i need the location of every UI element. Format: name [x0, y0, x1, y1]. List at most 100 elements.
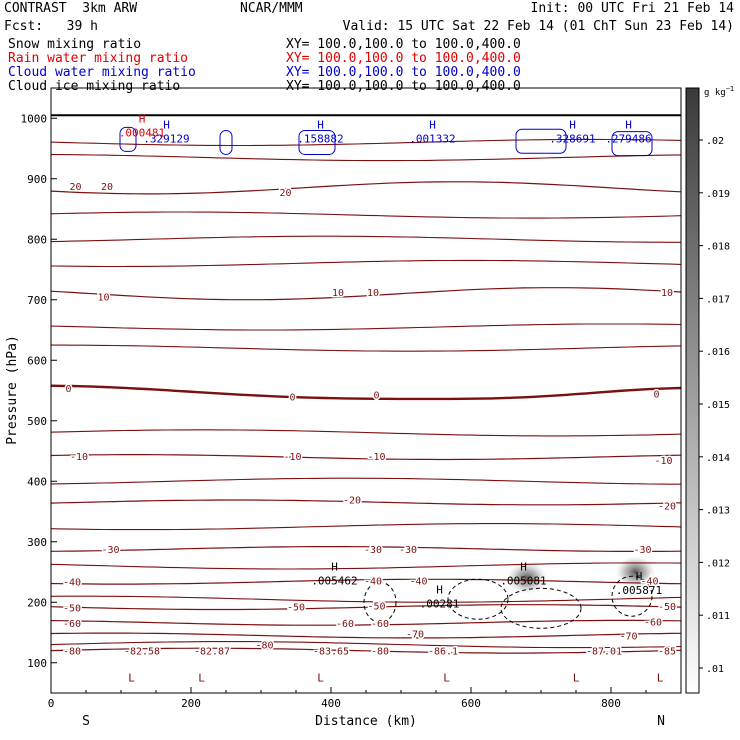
- isotherm--30: [50, 546, 682, 552]
- high-value-9: .000481: [119, 127, 165, 140]
- colorbar: g kg−1 .02 .019 .018 .017 .016 .015 .014 .013 .0…: [685, 85, 734, 694]
- high-marker-3: H: [636, 570, 643, 583]
- high-value-1: .00281: [420, 597, 460, 610]
- org-title: NCAR/MMM: [240, 1, 303, 16]
- colorbar-ramp: [685, 87, 700, 694]
- isotherm-label-37: 10: [97, 293, 109, 304]
- y-tick-label-1: 200: [27, 596, 47, 609]
- colorbar-tick-label-1: .019: [706, 189, 730, 200]
- colorbar-unit: g kg−1: [704, 85, 734, 98]
- isotherm-label-13: -60: [371, 619, 389, 630]
- field-xy-snow: XY= 100.0,100.0 to 100.0,400.0: [286, 37, 521, 52]
- colorbar-tick-label-9: .011: [706, 611, 730, 622]
- isotherm-minor-5: [50, 429, 682, 437]
- high-value-2: .005081: [500, 574, 546, 587]
- isotherm--10: [50, 454, 682, 461]
- isotherm-minor-10: [50, 211, 682, 219]
- colorbar-tick-label-8: .012: [706, 558, 730, 569]
- isotherm-minor-11: [51, 154, 682, 162]
- high-value-4: .329129: [143, 133, 189, 146]
- isotherm--70: [50, 632, 682, 639]
- y-tick-label-0: 100: [27, 657, 47, 670]
- x-axis-label: Distance (km): [315, 714, 417, 729]
- field-xy-cloud-water: XY= 100.0,100.0 to 100.0,400.0: [286, 65, 521, 80]
- isotherm-label-25: -30: [399, 545, 417, 556]
- colorbar-unit-base: g kg: [704, 88, 726, 98]
- high-marker-9: H: [139, 113, 146, 126]
- isotherm--20: [50, 499, 682, 506]
- isotherm-label-7: -87.01: [586, 647, 622, 658]
- south-label: S: [82, 714, 90, 729]
- isotherm-label-16: -50: [287, 602, 305, 613]
- isotherm-label-42: 20: [101, 182, 113, 193]
- isotherm-label-11: -60: [63, 619, 81, 630]
- isotherm-minor-7: [50, 323, 682, 331]
- high-value-3: .005871: [616, 584, 662, 597]
- isotherm-label-22: -40: [640, 576, 658, 587]
- cloud-water-outline-2: [298, 129, 336, 155]
- isotherm-20: [50, 181, 682, 195]
- cloud-ice-outline-2: [500, 587, 582, 629]
- isotherm-10: [50, 287, 682, 301]
- y-tick-label-8: 900: [27, 173, 47, 186]
- isotherm-minor-0: [50, 641, 682, 649]
- cloud-water-outline-4: [611, 131, 653, 157]
- shaded-core-0: [507, 562, 547, 595]
- low-marker-5: L: [657, 672, 664, 685]
- high-marker-7: H: [569, 119, 576, 132]
- isotherm-label-20: -40: [364, 576, 382, 587]
- model-title: CONTRAST 3km ARW: [4, 1, 138, 16]
- colorbar-tick-label-3: .017: [706, 294, 730, 305]
- field-label-rain: Rain water mixing ratio: [8, 51, 189, 66]
- isotherm-label-32: -10: [654, 456, 672, 467]
- high-marker-6: H: [429, 119, 436, 132]
- y-tick-label-2: 300: [27, 536, 47, 549]
- cloud-contours: [119, 126, 653, 629]
- high-value-6: .001332: [409, 133, 455, 146]
- contour-labels: -80 -82.58 -82.87 -80 -83.65 -80 -86.1 -87.01 -8…: [61, 113, 677, 685]
- isotherm-label-17: -50: [367, 601, 385, 612]
- field-label-cloud-ice: Cloud ice mixing ratio: [8, 79, 181, 94]
- isotherm-label-43: 20: [279, 188, 291, 199]
- colorbar-tick-label-0: .02: [706, 136, 724, 147]
- isotherm--40: [50, 578, 682, 585]
- colorbar-unit-exponent: −1: [726, 85, 734, 93]
- low-marker-4: L: [573, 672, 580, 685]
- axes: 0 200 400 600 800100200300400500600700800900…: [21, 112, 682, 710]
- y-tick-label-6: 700: [27, 294, 47, 307]
- field-xy-rain: XY= 100.0,100.0 to 100.0,400.0: [286, 51, 521, 66]
- cloud-water-outline-3: [515, 128, 567, 154]
- high-marker-8: H: [625, 119, 632, 132]
- x-tick-label-3: 600: [461, 697, 481, 710]
- isotherm-label-33: 0: [65, 384, 71, 395]
- high-marker-4: H: [163, 119, 170, 132]
- isotherm-label-36: 0: [653, 390, 659, 401]
- cloud-ice-outline-0: [363, 581, 397, 623]
- shaded-core-1: [615, 556, 656, 588]
- isotherm--80: [50, 647, 682, 654]
- x-tick-label-4: 800: [601, 697, 621, 710]
- field-label-snow: Snow mixing ratio: [8, 37, 142, 52]
- isotherm-label-14: -60: [644, 618, 662, 629]
- isotherm-label-30: -10: [283, 452, 301, 463]
- y-tick-label-4: 500: [27, 415, 47, 428]
- field-xy-cloud-ice: XY= 100.0,100.0 to 100.0,400.0: [286, 79, 521, 94]
- isotherm-minor-3: [50, 523, 682, 531]
- isotherm-label-31: -10: [367, 452, 385, 463]
- isotherm-label-39: 10: [367, 288, 379, 299]
- isotherm-0: [50, 384, 682, 401]
- isotherm-label-10: -70: [619, 632, 637, 643]
- north-label: N: [657, 714, 665, 729]
- temperature-contours: [50, 114, 682, 654]
- isotherm-label-29: -10: [70, 452, 88, 463]
- high-marker-1: H: [436, 583, 443, 596]
- y-tick-label-7: 800: [27, 233, 47, 246]
- isotherm-label-6: -86.1: [428, 647, 458, 658]
- isotherm-label-34: 0: [289, 393, 295, 404]
- isotherm-label-18: -50: [658, 602, 676, 613]
- high-value-5: .158882: [297, 133, 343, 146]
- y-axis-label: Pressure (hPa): [5, 335, 20, 445]
- colorbar-tick-label-4: .016: [706, 347, 730, 358]
- high-value-0: .005462: [311, 574, 357, 587]
